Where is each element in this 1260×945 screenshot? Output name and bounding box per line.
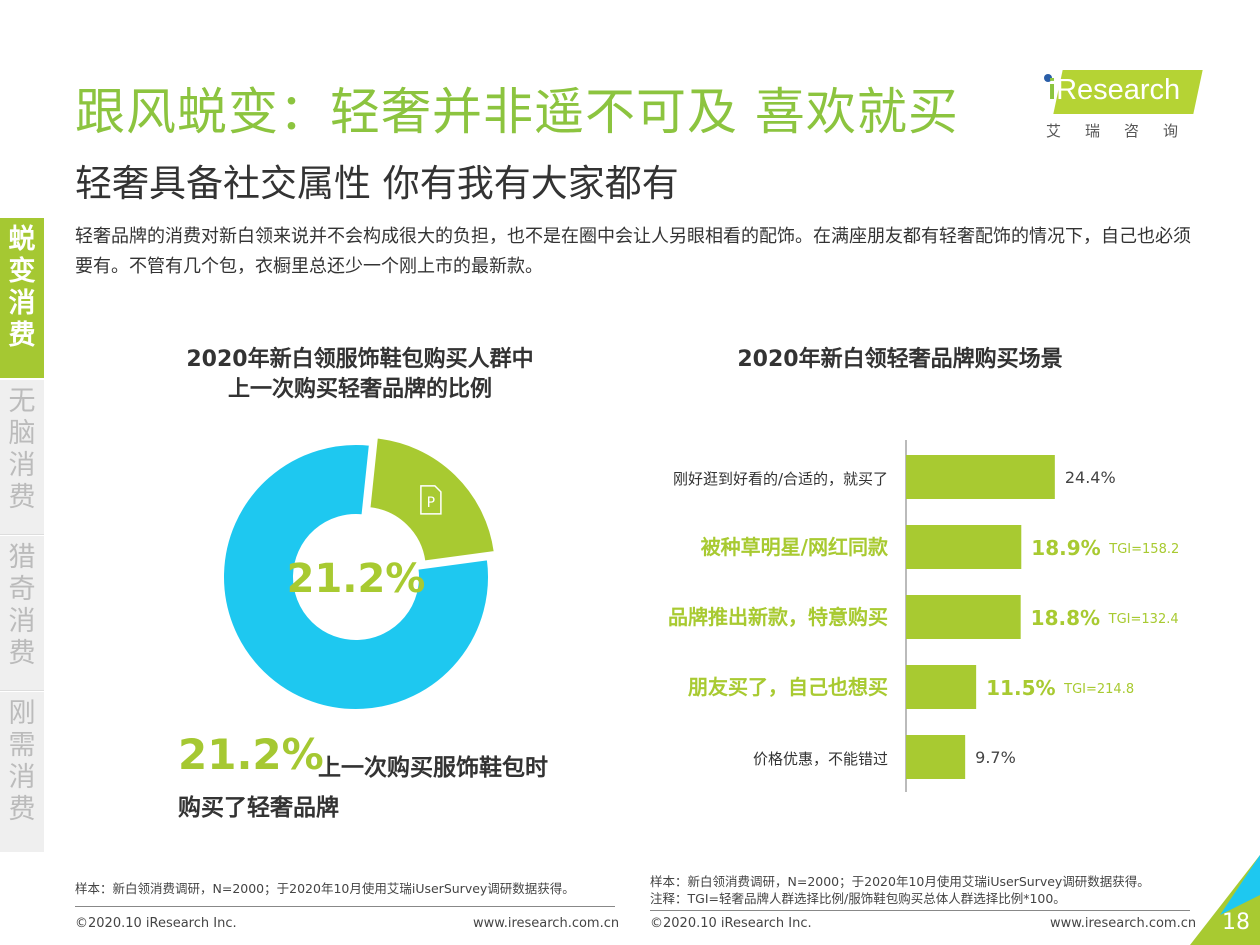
data-label: 18.9%: [1031, 536, 1100, 560]
donut-title: 2020年新白领服饰鞋包购买人群中 上一次购买轻奢品牌的比例: [150, 345, 570, 405]
sample-note: 样本：新白领消费调研，N=2000；于2020年10月使用艾瑞iUserSurv…: [75, 881, 575, 896]
callout-value: 21.2%: [178, 730, 324, 779]
sidebar-item-1[interactable]: 无脑消费: [0, 380, 44, 535]
category-label: 朋友买了，自己也想买: [688, 675, 888, 699]
website-link[interactable]: www.iresearch.com.cn: [473, 916, 620, 931]
sample-note: 样本：新白领消费调研，N=2000；于2020年10月使用艾瑞iUserSurv…: [650, 874, 1150, 889]
category-label: 品牌推出新款，特意购买: [668, 605, 888, 629]
description: 轻奢品牌的消费对新白领来说并不会构成很大的负担，也不是在圈中会让人另眼相看的配饰…: [75, 226, 1191, 277]
tgi-label: TGI=132.4: [1108, 612, 1179, 627]
bar: [906, 595, 1021, 639]
sidebar-label: 猎奇消费: [8, 542, 36, 669]
donut-title-line: 上一次购买轻奢品牌的比例: [227, 377, 492, 402]
icon-glyph: P: [427, 495, 435, 511]
donut-chart: P 21.2%: [222, 436, 496, 711]
divider: [650, 910, 1190, 911]
sidebar-label: 无脑消费: [8, 386, 36, 513]
page-title: 跟风蜕变：轻奢并非遥不可及 喜欢就买: [75, 83, 959, 141]
sidebar-item-0[interactable]: 蜕变消费: [0, 218, 44, 378]
website-link[interactable]: www.iresearch.com.cn: [1050, 916, 1197, 931]
sidebar-item-2[interactable]: 猎奇消费: [0, 536, 44, 691]
data-label: 24.4%: [1065, 468, 1116, 487]
callout-text: 购买了轻奢品牌: [178, 795, 339, 821]
donut-center-label: 21.2%: [287, 556, 426, 602]
data-label: 18.8%: [1031, 606, 1100, 630]
callout-text: 上一次购买服饰鞋包时: [318, 755, 548, 781]
copyright: ©2020.10 iResearch Inc.: [75, 916, 237, 931]
tgi-label: TGI=214.8: [1063, 682, 1134, 697]
bar-title: 2020年新白领轻奢品牌购买场景: [737, 347, 1063, 372]
sidebar-label: 蜕变消费: [8, 224, 36, 351]
iresearch-logo: iResearch 艾瑞咨询: [1040, 68, 1203, 148]
donut-slice: [222, 443, 490, 711]
divider: [75, 906, 615, 907]
tgi-label: TGI=158.2: [1108, 542, 1179, 557]
page-number: 18: [1222, 910, 1250, 935]
bar: [906, 665, 977, 709]
parking-p-icon: [420, 485, 442, 515]
bar: [906, 525, 1022, 569]
bar: [906, 455, 1055, 499]
data-label: 9.7%: [975, 748, 1016, 767]
bar-chart: 刚好逛到好看的/合适的，就买了 24.4% 被种草明星/网红同款 18.9% TGI=1…: [668, 440, 1179, 792]
category-label: 价格优惠，不能错过: [753, 750, 888, 768]
donut-slice: [368, 436, 496, 563]
sidebar-label: 刚需消费: [8, 698, 36, 825]
copyright: ©2020.10 iResearch Inc.: [650, 916, 812, 931]
corner-decoration: [1190, 855, 1260, 945]
category-label: 刚好逛到好看的/合适的，就买了: [673, 470, 888, 488]
sidebar-item-3[interactable]: 刚需消费: [0, 692, 44, 852]
data-label: 11.5%: [986, 676, 1055, 700]
bar: [906, 735, 966, 779]
tgi-note: 注释：TGI=轻奢品牌人群选择比例/服饰鞋包购买总体人群选择比例*100。: [650, 891, 1066, 906]
page-subtitle: 轻奢具备社交属性 你有我有大家都有: [75, 162, 679, 205]
donut-title-line: 2020年新白领服饰鞋包购买人群中: [186, 347, 534, 372]
category-label: 被种草明星/网红同款: [701, 535, 889, 559]
